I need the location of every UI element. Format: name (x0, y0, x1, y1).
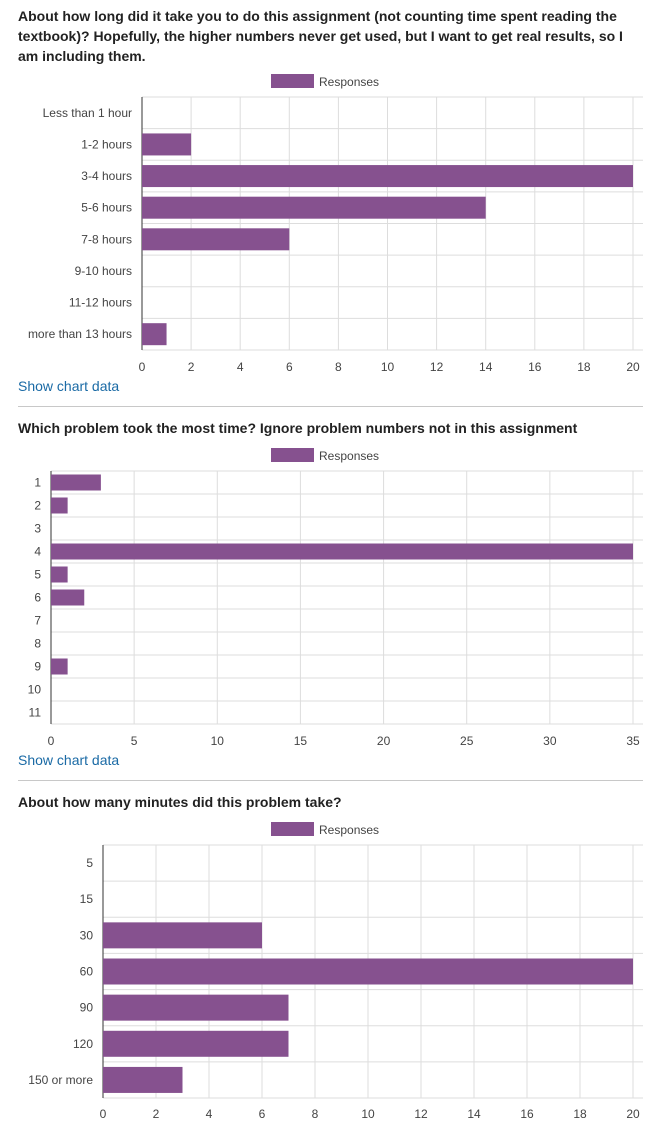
y-category-label: Less than 1 hour (43, 106, 132, 120)
bar (103, 994, 289, 1021)
y-category-label: 150 or more (28, 1073, 93, 1087)
x-tick-label: 15 (294, 734, 308, 748)
bar-chart-1: Responses 0 2 4 6 8 10 12 14 16 18 20 Less than 1 ho… (28, 74, 643, 374)
legend-swatch (271, 74, 314, 88)
y-category-label: 9-10 hours (75, 264, 132, 278)
x-tick-label: 6 (286, 360, 293, 374)
y-category-label: 5 (34, 568, 41, 582)
x-tick-label: 10 (211, 734, 225, 748)
x-tick-label: 18 (577, 360, 591, 374)
y-category-label: 11-12 hours (69, 296, 132, 310)
y-category-label: 3-4 hours (81, 169, 132, 183)
bar (51, 497, 68, 514)
x-tick-label: 30 (543, 734, 557, 748)
x-tick-label: 0 (48, 734, 55, 748)
x-tick-label: 8 (312, 1107, 319, 1121)
y-category-label: 6 (34, 591, 41, 605)
x-tick-label: 16 (528, 360, 542, 374)
y-category-label: 8 (34, 637, 41, 651)
y-category-label: 4 (34, 545, 41, 559)
x-tick-label: 18 (573, 1107, 587, 1121)
bar (51, 474, 101, 491)
question-title-2: Which problem took the most time? Ignore… (18, 420, 578, 436)
y-category-label: 60 (80, 965, 94, 979)
bar (142, 196, 486, 219)
bar (103, 922, 262, 949)
y-category-label: 1 (34, 476, 41, 490)
question-title-3: About how many minutes did this problem … (18, 794, 342, 810)
x-tick-label: 20 (626, 360, 640, 374)
bar (51, 566, 68, 583)
bar (103, 1030, 289, 1057)
bar (142, 165, 633, 188)
y-category-label: 10 (28, 683, 42, 697)
y-category-label: 11 (29, 706, 42, 720)
x-tick-label: 0 (139, 360, 146, 374)
legend-label: Responses (319, 75, 379, 89)
chart-legend: Responses (271, 74, 379, 89)
y-category-label: 120 (73, 1037, 93, 1051)
x-tick-label: 5 (131, 734, 138, 748)
bar (51, 589, 85, 606)
bar (142, 323, 167, 346)
bar-chart-2: Responses 0 5 10 15 20 25 30 35 1 2 3 4 5 6 7 8 9 10 11 (28, 448, 643, 748)
y-category-label: 9 (34, 660, 41, 674)
bar (103, 1066, 183, 1093)
x-tick-label: 4 (237, 360, 244, 374)
x-tick-label: 25 (460, 734, 474, 748)
show-chart-data-link-1[interactable]: Show chart data (18, 378, 120, 394)
y-category-label: 90 (80, 1001, 94, 1015)
x-tick-label: 2 (153, 1107, 160, 1121)
y-category-label: more than 13 hours (28, 327, 132, 341)
bar (142, 228, 290, 251)
chart-legend: Responses (271, 822, 379, 837)
show-chart-data-link-2[interactable]: Show chart data (18, 752, 120, 768)
x-tick-label: 14 (479, 360, 493, 374)
x-tick-label: 10 (361, 1107, 375, 1121)
x-tick-label: 8 (335, 360, 342, 374)
legend-swatch (271, 448, 314, 462)
y-category-label: 5-6 hours (81, 201, 132, 215)
bar (51, 658, 68, 675)
x-tick-label: 35 (626, 734, 640, 748)
y-category-label: 7 (34, 614, 41, 628)
legend-label: Responses (319, 823, 379, 837)
x-tick-label: 12 (414, 1107, 428, 1121)
bar (142, 133, 192, 156)
legend-label: Responses (319, 449, 379, 463)
question-title-1: About how long did it take you to do thi… (18, 8, 623, 64)
legend-swatch (271, 822, 314, 836)
x-tick-label: 0 (100, 1107, 107, 1121)
x-tick-label: 4 (206, 1107, 213, 1121)
y-category-label: 1-2 hours (81, 137, 132, 151)
y-category-label: 7-8 hours (81, 232, 132, 246)
bar (51, 543, 633, 560)
chart-legend: Responses (271, 448, 379, 463)
x-tick-label: 16 (520, 1107, 534, 1121)
y-category-label: 15 (80, 892, 94, 906)
x-tick-label: 20 (626, 1107, 640, 1121)
x-tick-label: 10 (381, 360, 395, 374)
y-category-label: 3 (34, 522, 41, 536)
y-category-label: 2 (34, 499, 41, 513)
y-category-label: 30 (80, 928, 94, 942)
section-divider-2 (18, 780, 643, 781)
bar (103, 958, 633, 985)
x-tick-label: 2 (188, 360, 195, 374)
x-tick-label: 20 (377, 734, 391, 748)
section-divider-1 (18, 406, 643, 407)
x-tick-label: 6 (259, 1107, 266, 1121)
y-category-label: 5 (86, 856, 93, 870)
x-tick-label: 12 (430, 360, 444, 374)
x-tick-label: 14 (467, 1107, 481, 1121)
